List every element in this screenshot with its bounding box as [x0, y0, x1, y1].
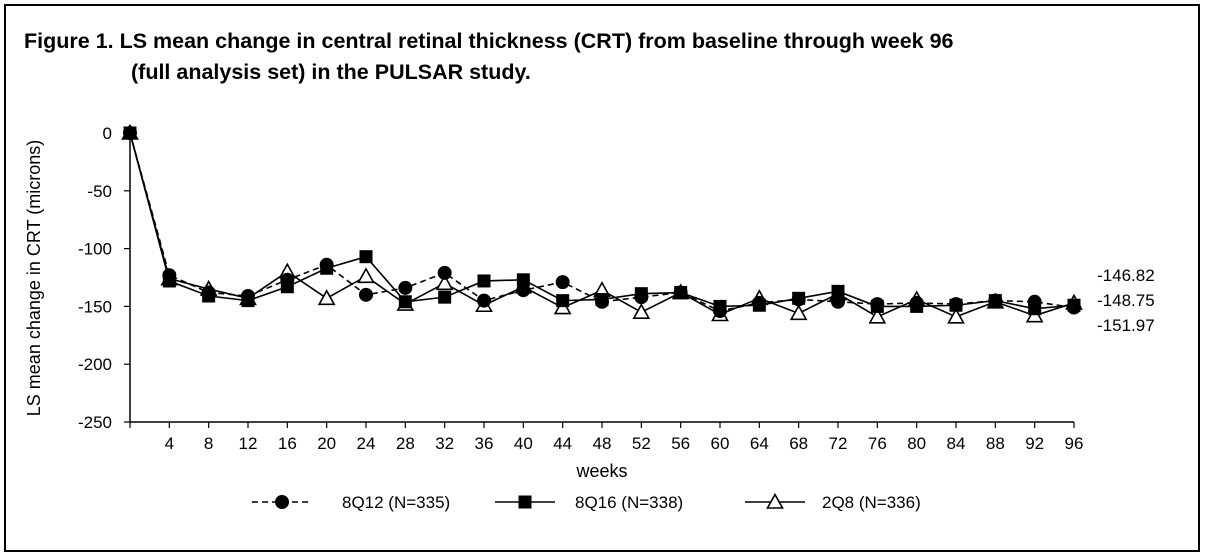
data-point-circle	[713, 304, 727, 319]
y-tick-label: -250	[78, 413, 112, 432]
series-circle	[123, 126, 1081, 319]
data-point-circle	[988, 293, 1003, 308]
x-tick-label: 96	[1065, 434, 1084, 453]
legend-label: 8Q12 (N=335)	[342, 493, 450, 512]
data-point-circle	[359, 287, 373, 302]
data-point-circle	[123, 126, 137, 140]
x-tick-label: 16	[278, 434, 297, 453]
figure-frame: Figure 1. LS mean change in central reti…	[4, 4, 1200, 552]
x-axis-label: weeks	[575, 461, 627, 481]
x-tick-label: 68	[789, 434, 808, 453]
figure-title: Figure 1. LS mean change in central reti…	[24, 26, 954, 88]
x-tick-label: 52	[632, 434, 651, 453]
x-tick-label: 72	[829, 434, 848, 453]
data-point-circle	[555, 275, 570, 290]
data-point-circle	[595, 294, 609, 309]
data-point-circle	[477, 293, 491, 308]
data-point-circle	[398, 280, 413, 295]
legend-item-circle: 8Q12 (N=335)	[252, 493, 450, 512]
title-line-2: (full analysis set) in the PULSAR study.	[131, 60, 531, 84]
data-point-triangle	[357, 267, 375, 284]
y-tick-label: -50	[87, 182, 112, 201]
x-tick-label: 24	[357, 434, 376, 453]
x-tick-label: 44	[553, 434, 572, 453]
x-tick-label: 40	[514, 434, 533, 453]
x-tick-label: 8	[204, 434, 213, 453]
data-point-circle	[870, 297, 885, 312]
data-point-circle	[201, 285, 216, 300]
x-tick-label: 36	[475, 434, 494, 453]
end-value-label: -148.75	[1097, 291, 1155, 310]
data-point-circle	[752, 295, 767, 310]
data-point-triangle	[317, 289, 336, 306]
end-value-label: -151.97	[1097, 316, 1155, 335]
data-point-triangle	[868, 307, 887, 324]
data-point-circle	[162, 268, 177, 283]
y-tick-label: 0	[103, 124, 112, 143]
data-point-square	[831, 284, 845, 298]
x-tick-label: 20	[317, 434, 336, 453]
legend-marker-triangle	[766, 492, 784, 509]
y-tick-label: -200	[78, 355, 112, 374]
data-point-circle	[437, 265, 452, 280]
x-tick-label: 12	[239, 434, 258, 453]
y-tick-label: -100	[78, 240, 112, 259]
data-point-circle	[516, 283, 531, 298]
x-tick-label: 48	[593, 434, 612, 453]
data-point-square	[398, 295, 412, 309]
x-tick-label: 92	[1025, 434, 1044, 453]
x-tick-label: 64	[750, 434, 769, 453]
data-point-circle	[791, 292, 806, 307]
data-point-triangle	[947, 307, 965, 324]
data-point-circle	[241, 288, 255, 303]
legend-label: 8Q16 (N=338)	[575, 493, 683, 512]
x-tick-label: 60	[711, 434, 730, 453]
end-value-labels: -146.82 -148.75 -151.97	[1097, 266, 1155, 335]
data-point-circle	[1027, 294, 1042, 309]
x-tick-label: 76	[868, 434, 887, 453]
data-point-square	[438, 290, 452, 304]
legend: 8Q12 (N=335) 8Q16 (N=338) 2Q8 (N=336)	[252, 492, 921, 512]
data-point-circle	[949, 297, 963, 312]
x-tick-label: 88	[986, 434, 1005, 453]
x-tick-label: 84	[947, 434, 966, 453]
y-axis-label: LS mean change in CRT (microns)	[24, 140, 44, 416]
data-point-square	[556, 294, 570, 308]
legend-item-triangle: 2Q8 (N=336)	[745, 492, 921, 512]
data-point-square	[359, 250, 373, 264]
y-tick-label: -150	[78, 297, 112, 316]
x-tick-label: 32	[435, 434, 454, 453]
title-line-1: Figure 1. LS mean change in central reti…	[24, 29, 954, 53]
legend-label: 2Q8 (N=336)	[822, 493, 921, 512]
x-tick-label: 80	[907, 434, 926, 453]
series-layer	[121, 123, 1083, 324]
data-point-triangle	[632, 303, 651, 319]
x-tick-label: 56	[671, 434, 690, 453]
data-point-circle	[831, 294, 845, 309]
data-point-circle	[634, 290, 649, 305]
data-point-circle	[280, 272, 295, 287]
data-point-square	[516, 273, 530, 287]
data-point-triangle	[789, 304, 808, 321]
legend-marker-circle	[275, 495, 289, 509]
data-point-triangle	[435, 274, 454, 291]
end-value-label: -146.82	[1097, 266, 1155, 285]
x-tick-label: 4	[165, 434, 174, 453]
data-point-circle	[673, 285, 688, 300]
data-point-square	[477, 274, 491, 288]
x-tick-label: 28	[396, 434, 415, 453]
data-point-circle	[909, 295, 924, 310]
data-point-circle	[319, 257, 334, 272]
legend-marker-square	[518, 495, 532, 509]
data-point-circle	[1067, 300, 1081, 315]
legend-item-square: 8Q16 (N=338)	[495, 493, 683, 512]
